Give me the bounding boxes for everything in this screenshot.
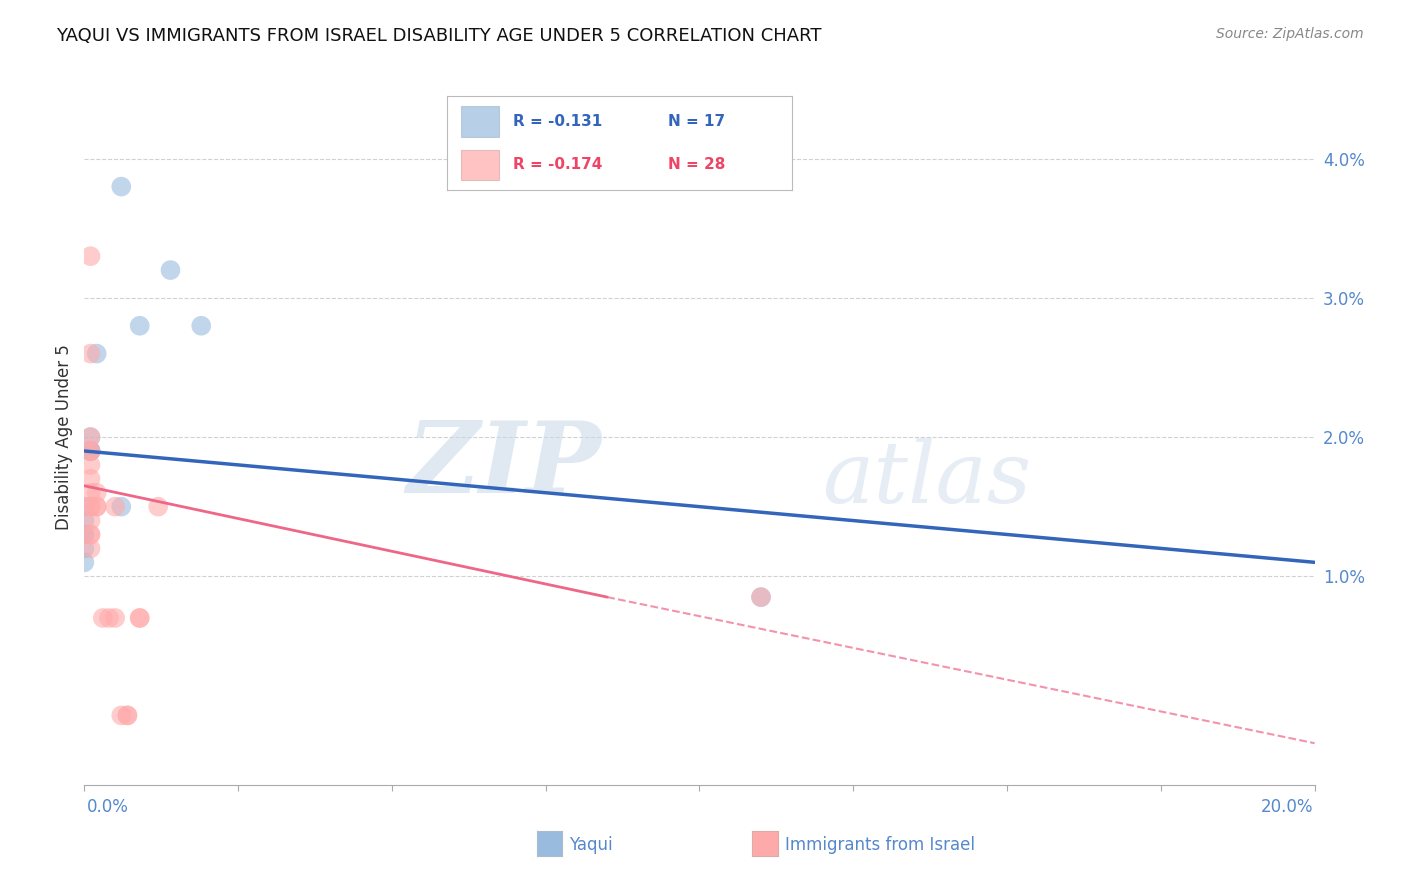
- Point: [79, 444, 101, 458]
- Point: [117, 708, 139, 723]
- Point: [73, 527, 96, 541]
- Text: ZIP: ZIP: [406, 417, 602, 513]
- Point: [128, 611, 150, 625]
- Point: [79, 249, 101, 263]
- Point: [104, 611, 127, 625]
- Point: [73, 527, 96, 541]
- Point: [128, 611, 150, 625]
- Point: [79, 444, 101, 458]
- Point: [749, 590, 772, 604]
- Point: [79, 458, 101, 472]
- Point: [79, 541, 101, 556]
- Text: 20.0%: 20.0%: [1261, 798, 1313, 816]
- Y-axis label: Disability Age Under 5: Disability Age Under 5: [55, 344, 73, 530]
- Point: [79, 514, 101, 528]
- Point: [91, 611, 114, 625]
- Point: [110, 500, 132, 514]
- Text: Yaqui: Yaqui: [569, 836, 613, 854]
- Point: [79, 485, 101, 500]
- Point: [73, 541, 96, 556]
- Point: [117, 708, 139, 723]
- Point: [79, 444, 101, 458]
- Text: YAQUI VS IMMIGRANTS FROM ISRAEL DISABILITY AGE UNDER 5 CORRELATION CHART: YAQUI VS IMMIGRANTS FROM ISRAEL DISABILI…: [56, 27, 821, 45]
- Point: [73, 555, 96, 569]
- Point: [73, 514, 96, 528]
- Point: [110, 179, 132, 194]
- Point: [159, 263, 181, 277]
- Point: [749, 590, 772, 604]
- Point: [148, 500, 170, 514]
- Point: [73, 500, 96, 514]
- Point: [79, 444, 101, 458]
- Point: [79, 444, 101, 458]
- Point: [79, 500, 101, 514]
- Point: [104, 500, 127, 514]
- Point: [110, 708, 132, 723]
- Point: [79, 346, 101, 360]
- Point: [86, 346, 108, 360]
- Text: atlas: atlas: [823, 437, 1032, 520]
- Point: [86, 500, 108, 514]
- Point: [79, 430, 101, 444]
- Point: [98, 611, 120, 625]
- Text: Source: ZipAtlas.com: Source: ZipAtlas.com: [1216, 27, 1364, 41]
- Point: [79, 527, 101, 541]
- Point: [79, 527, 101, 541]
- Point: [190, 318, 212, 333]
- Text: 0.0%: 0.0%: [87, 798, 129, 816]
- Point: [79, 500, 101, 514]
- Text: Immigrants from Israel: Immigrants from Israel: [785, 836, 974, 854]
- Point: [79, 472, 101, 486]
- Point: [86, 485, 108, 500]
- Point: [128, 318, 150, 333]
- Point: [79, 430, 101, 444]
- Point: [86, 500, 108, 514]
